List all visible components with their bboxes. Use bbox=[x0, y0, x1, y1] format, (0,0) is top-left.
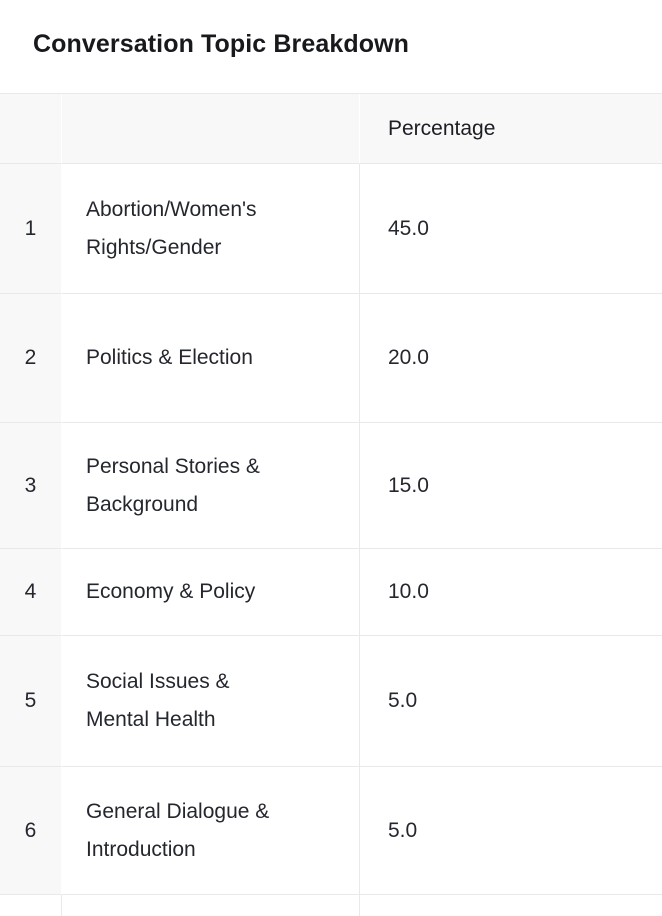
topic-cell[interactable]: Personal Stories & Background bbox=[62, 423, 360, 549]
topic-cell-text: Personal Stories & Background bbox=[86, 454, 260, 516]
topic-cell[interactable]: Economy & Policy bbox=[62, 549, 360, 636]
row-index-cell[interactable]: 5 bbox=[0, 636, 62, 767]
percentage-cell[interactable]: 5.0 bbox=[360, 636, 662, 767]
percentage-cell bbox=[360, 895, 662, 916]
row-index-cell[interactable]: 6 bbox=[0, 767, 62, 895]
topic-cell[interactable]: Politics & Election bbox=[62, 294, 360, 423]
topic-breakdown-table: Percentage 1 Abortion/Women's Rights/Gen… bbox=[0, 93, 662, 916]
table-corner-cell bbox=[0, 94, 62, 164]
row-index-cell[interactable]: 3 bbox=[0, 423, 62, 549]
row-index-cell bbox=[0, 895, 62, 916]
row-index-cell[interactable]: 2 bbox=[0, 294, 62, 423]
column-header-topic[interactable] bbox=[62, 94, 360, 164]
percentage-cell[interactable]: 15.0 bbox=[360, 423, 662, 549]
percentage-cell[interactable]: 10.0 bbox=[360, 549, 662, 636]
topic-cell bbox=[62, 895, 360, 916]
percentage-cell[interactable]: 5.0 bbox=[360, 767, 662, 895]
topic-cell-text: Social Issues & Mental Health bbox=[86, 670, 230, 731]
row-index-cell[interactable]: 4 bbox=[0, 549, 62, 636]
percentage-cell[interactable]: 20.0 bbox=[360, 294, 662, 423]
topic-cell[interactable]: Social Issues & Mental Health bbox=[62, 636, 360, 767]
topic-cell-text: Economy & Policy bbox=[86, 580, 256, 603]
topic-cell-text: General Dialogue & Introduction bbox=[86, 799, 270, 861]
topic-cell-text: Politics & Election bbox=[86, 346, 253, 369]
row-index-cell[interactable]: 1 bbox=[0, 164, 62, 294]
topic-cell[interactable]: General Dialogue & Introduction bbox=[62, 767, 360, 895]
percentage-cell[interactable]: 45.0 bbox=[360, 164, 662, 294]
page-title: Conversation Topic Breakdown bbox=[33, 30, 410, 58]
topic-cell[interactable]: Abortion/Women's Rights/Gender bbox=[62, 164, 360, 294]
column-header-percentage[interactable]: Percentage bbox=[360, 94, 662, 164]
topic-cell-text: Abortion/Women's Rights/Gender bbox=[86, 197, 257, 259]
